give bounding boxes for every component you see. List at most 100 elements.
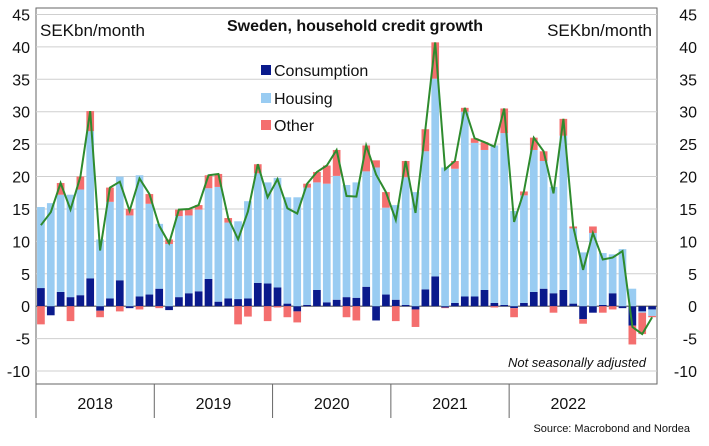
bar-consumption [411, 306, 420, 310]
bar-consumption [155, 288, 164, 307]
bar-housing [175, 216, 183, 298]
bar-housing [589, 232, 597, 307]
bar-other [96, 310, 104, 318]
bar-consumption [214, 301, 223, 307]
bar-other [500, 108, 509, 134]
y-tick-label-right: 35 [679, 72, 697, 89]
bar-consumption [234, 299, 242, 307]
bar-consumption [628, 306, 637, 326]
bar-housing [520, 195, 528, 303]
bar-consumption [510, 306, 518, 309]
bar-housing [244, 201, 252, 299]
bar-other [510, 308, 518, 318]
bar-other [451, 160, 459, 169]
y-tick-label-right: 25 [679, 137, 697, 154]
bar-housing [451, 168, 459, 303]
bar-consumption [431, 276, 440, 307]
legend: Consumption Housing Other [261, 63, 368, 135]
bar-other [490, 306, 499, 308]
bar-consumption [441, 306, 449, 308]
y-tick-label-left: 25 [12, 137, 30, 154]
x-tick-label: 2022 [550, 396, 586, 413]
bar-housing [460, 111, 469, 297]
bar-other [135, 306, 144, 310]
bar-housing [263, 182, 272, 284]
bar-housing [401, 177, 410, 305]
bar-housing [56, 194, 65, 292]
bar-housing [618, 249, 627, 307]
legend-label-consumption: Consumption [274, 63, 368, 80]
bar-other [56, 183, 65, 195]
bar-consumption [76, 295, 85, 307]
bar-housing [490, 145, 499, 303]
bar-housing [579, 252, 587, 307]
bar-consumption [332, 299, 341, 307]
total-line [40, 42, 653, 336]
bar-consumption [184, 293, 193, 307]
bar-other [391, 306, 400, 322]
bars [37, 42, 656, 345]
bar-consumption [470, 296, 479, 307]
note-label: Not seasonally adjusted [508, 355, 647, 370]
bar-housing [86, 131, 95, 279]
bar-consumption [372, 306, 380, 321]
bar-housing [155, 223, 164, 289]
bar-housing [145, 203, 154, 295]
bar-other [638, 312, 647, 335]
bar-consumption [648, 306, 656, 310]
bar-other [470, 138, 479, 143]
bar-consumption [401, 304, 410, 307]
x-tick-label: 2020 [314, 396, 350, 413]
bar-other [273, 306, 282, 308]
bar-other [401, 160, 410, 178]
bar-other [579, 319, 587, 324]
bar-consumption [520, 302, 528, 307]
bar-consumption [145, 294, 154, 307]
bar-other [431, 42, 440, 79]
bar-consumption [382, 294, 390, 307]
bar-other [589, 226, 597, 233]
y-axis-label-left: SEKbn/month [40, 21, 145, 40]
bar-other [194, 205, 203, 210]
bar-consumption [273, 287, 282, 307]
bar-other [382, 192, 390, 208]
bar-housing [106, 201, 114, 299]
bar-other [145, 194, 154, 204]
bar-consumption [559, 290, 568, 307]
bar-housing [253, 173, 262, 283]
bar-consumption [313, 290, 321, 307]
bar-housing [66, 194, 75, 298]
bar-other [66, 306, 75, 322]
bar-consumption [56, 291, 65, 307]
bar-consumption [608, 293, 617, 307]
y-tick-label-left: 35 [12, 72, 30, 89]
bar-consumption [37, 288, 45, 307]
bar-housing [303, 187, 311, 305]
bar-other [204, 175, 213, 189]
bar-consumption [86, 278, 95, 307]
bar-housing [569, 228, 578, 304]
bar-housing [648, 309, 656, 316]
bar-housing [608, 254, 617, 294]
bar-housing [382, 207, 390, 295]
bar-housing [441, 167, 449, 307]
bar-other [76, 176, 85, 190]
bar-housing [510, 210, 518, 307]
bar-housing [313, 182, 321, 290]
legend-label-housing: Housing [274, 91, 333, 108]
bar-consumption [96, 306, 104, 311]
bar-consumption [263, 283, 272, 307]
bar-other [293, 311, 302, 323]
y-tick-label-left: 0 [21, 299, 30, 316]
bar-housing [214, 186, 223, 302]
bar-housing [125, 215, 134, 307]
bar-consumption [165, 306, 173, 311]
chart-title: Sweden, household credit growth [227, 18, 483, 35]
y-tick-label-right: -10 [674, 364, 697, 381]
bar-other [411, 309, 420, 327]
y-tick-labels: -10 -10 -5 -5 0 0 5 5 10 10 15 15 20 20 25 25 30 30 35 35 40… [7, 7, 697, 381]
bar-housing [293, 197, 302, 307]
bar-other [480, 142, 489, 150]
bar-consumption [293, 306, 302, 312]
